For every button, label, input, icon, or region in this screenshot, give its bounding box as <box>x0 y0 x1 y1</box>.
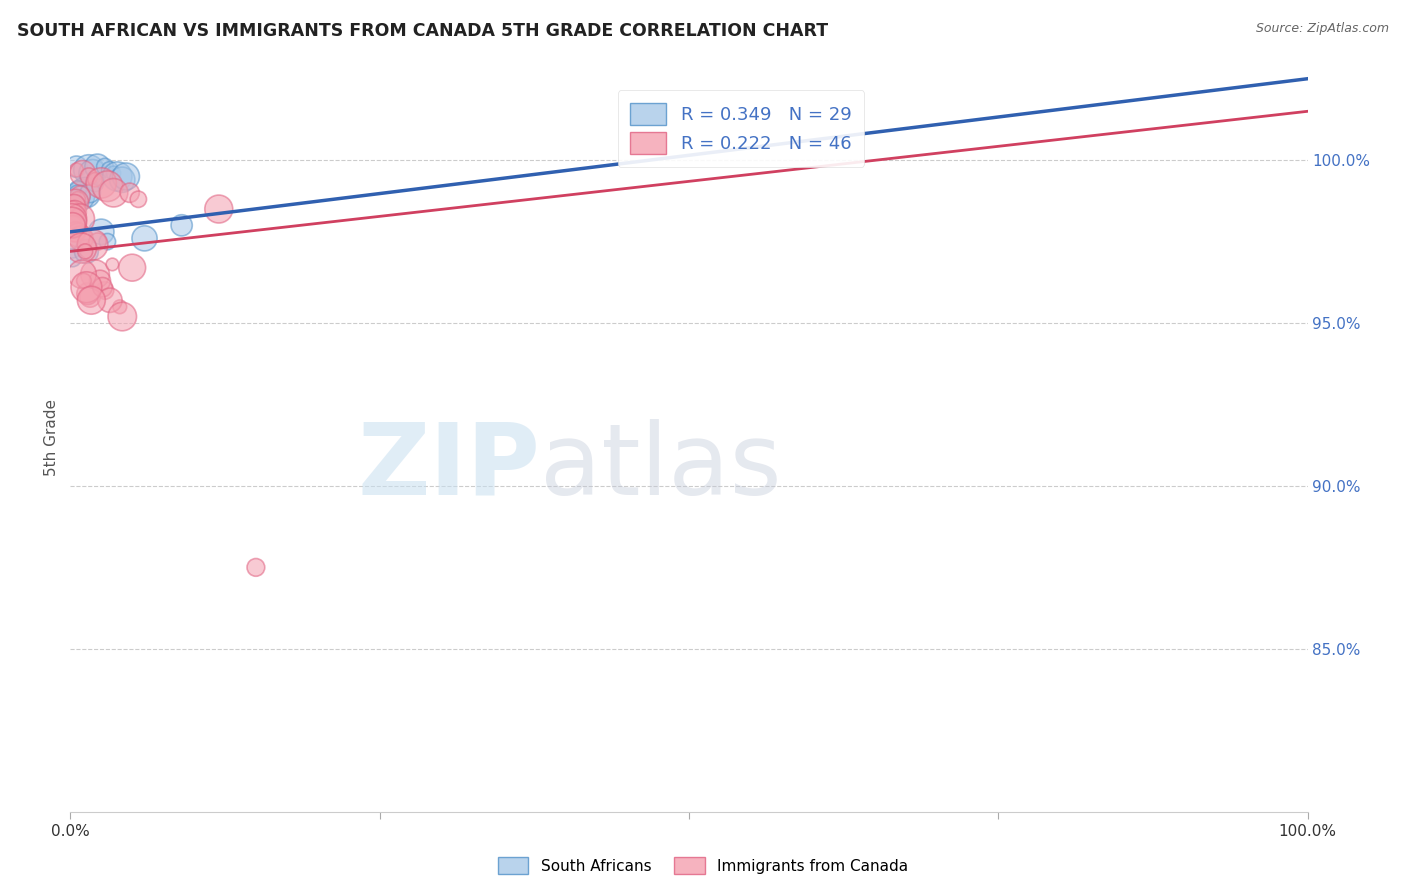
Point <box>127 192 149 206</box>
Point <box>75 186 97 200</box>
Point <box>70 241 93 255</box>
Text: ZIP: ZIP <box>357 418 540 516</box>
Point <box>66 209 89 223</box>
Point <box>111 310 134 324</box>
Point <box>66 192 89 206</box>
Point <box>69 231 91 245</box>
Point <box>69 211 91 226</box>
Point <box>75 280 97 294</box>
Point <box>84 176 107 190</box>
Point <box>79 186 101 200</box>
Point <box>108 300 131 314</box>
Point <box>65 195 87 210</box>
Legend: South Africans, Immigrants from Canada: South Africans, Immigrants from Canada <box>492 851 914 880</box>
Point <box>80 293 103 308</box>
Point <box>72 166 94 180</box>
Point <box>105 169 128 184</box>
Point <box>98 293 121 308</box>
Point <box>60 219 83 233</box>
Point <box>90 176 112 190</box>
Point <box>79 290 101 304</box>
Y-axis label: 5th Grade: 5th Grade <box>44 399 59 475</box>
Point <box>115 169 138 184</box>
Text: Source: ZipAtlas.com: Source: ZipAtlas.com <box>1256 22 1389 36</box>
Point <box>65 225 87 239</box>
Point <box>101 257 124 271</box>
Point <box>62 251 84 265</box>
Text: atlas: atlas <box>540 418 782 516</box>
Point <box>60 209 83 223</box>
Point <box>63 199 86 213</box>
Point <box>96 235 118 249</box>
Point <box>72 179 94 194</box>
Point <box>91 280 114 294</box>
Point <box>90 225 112 239</box>
Point <box>82 166 104 180</box>
Point <box>77 169 100 184</box>
Point <box>63 205 86 219</box>
Point <box>63 192 86 206</box>
Point <box>70 267 93 281</box>
Point <box>121 260 143 275</box>
Point <box>118 186 141 200</box>
Point <box>65 160 87 174</box>
Legend: R = 0.349   N = 29, R = 0.222   N = 46: R = 0.349 N = 29, R = 0.222 N = 46 <box>617 90 865 167</box>
Point <box>94 160 117 174</box>
Point <box>96 179 118 194</box>
Point <box>245 560 267 574</box>
Point <box>111 172 134 186</box>
Point <box>84 267 107 281</box>
Point <box>75 244 97 259</box>
Point <box>89 274 111 288</box>
Point <box>103 186 125 200</box>
Point <box>66 182 89 196</box>
Point <box>84 172 107 186</box>
Point <box>73 274 96 288</box>
Point <box>86 235 108 249</box>
Point <box>86 160 108 174</box>
Text: SOUTH AFRICAN VS IMMIGRANTS FROM CANADA 5TH GRADE CORRELATION CHART: SOUTH AFRICAN VS IMMIGRANTS FROM CANADA … <box>17 22 828 40</box>
Point <box>82 238 104 252</box>
Point <box>75 244 97 259</box>
Point <box>103 166 125 180</box>
Point <box>60 215 83 229</box>
Point <box>60 215 83 229</box>
Point <box>62 219 84 233</box>
Point <box>65 195 87 210</box>
Point <box>94 284 117 298</box>
Point <box>98 163 121 178</box>
Point <box>76 286 98 301</box>
Point <box>69 189 91 203</box>
Point <box>60 211 83 226</box>
Point <box>77 163 100 178</box>
Point <box>69 189 91 203</box>
Point <box>208 202 231 216</box>
Point <box>62 221 84 235</box>
Point <box>60 241 83 255</box>
Point <box>62 202 84 216</box>
Point <box>67 189 90 203</box>
Point <box>170 219 193 233</box>
Point <box>134 231 156 245</box>
Point <box>67 228 90 243</box>
Point <box>62 199 84 213</box>
Point <box>65 163 87 178</box>
